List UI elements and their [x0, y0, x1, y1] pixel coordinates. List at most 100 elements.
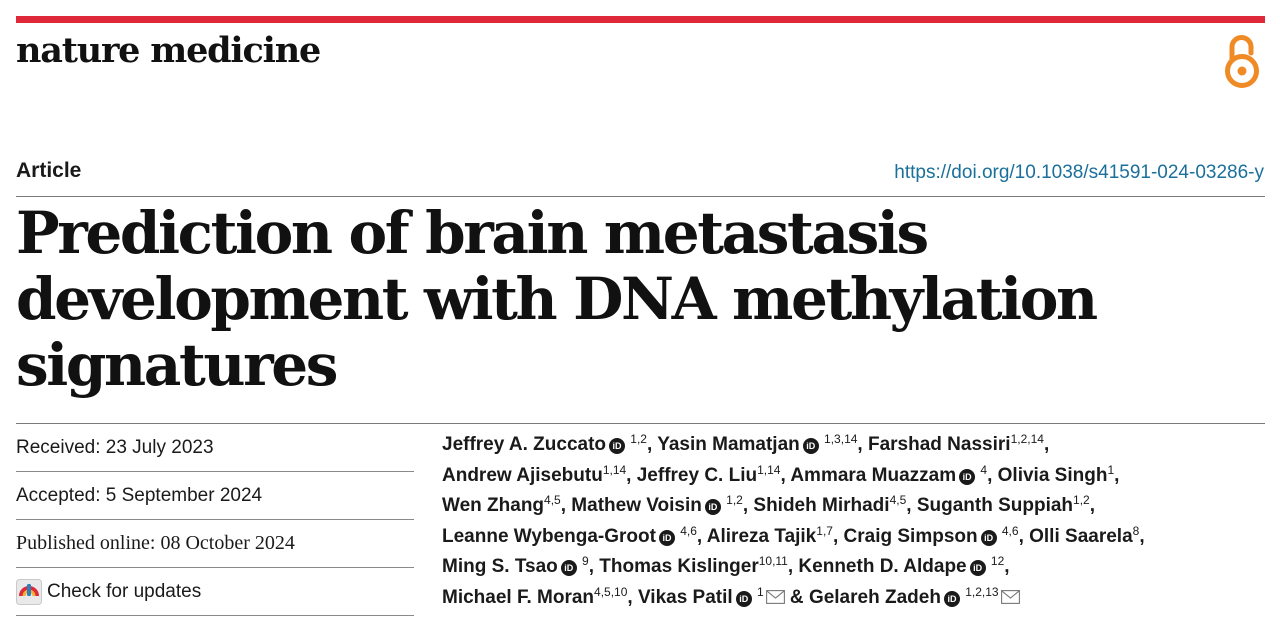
- author-name[interactable]: Jeffrey C. Liu1,14: [636, 464, 781, 486]
- author-name-text: Olivia Singh: [997, 464, 1108, 486]
- author-name[interactable]: Ammara Muazzam iD 4: [790, 462, 988, 486]
- orcid-icon[interactable]: iD: [704, 499, 721, 515]
- author-name-text: Yasin Mamatjan: [657, 434, 800, 455]
- author-name[interactable]: Kenneth D. Aldape iD 12: [798, 555, 1004, 577]
- author-affiliation: 8: [1132, 523, 1140, 538]
- author-separator: ,: [857, 434, 868, 455]
- author-name[interactable]: Andrew Ajisebutu1,14: [442, 462, 627, 486]
- author-affiliation: 1,2: [630, 432, 647, 446]
- author-line: Ming S. Tsao iD 9, Thomas Kislinger10,11,…: [442, 552, 1272, 583]
- author-name[interactable]: Suganth Suppiah1,2: [916, 494, 1090, 516]
- author-separator: ,: [906, 495, 917, 516]
- author-separator: ,: [1043, 434, 1050, 455]
- doi-link[interactable]: https://doi.org/10.1038/s41591-024-03286…: [894, 162, 1264, 183]
- author-name-text: Kenneth D. Aldape: [798, 556, 967, 577]
- journal-accent-bar: [16, 16, 1265, 23]
- author-name-text: Shideh Mirhadi: [753, 495, 890, 516]
- author-name-text: Farshad Nassiri: [867, 434, 1011, 455]
- author-separator: ,: [742, 495, 754, 516]
- author-affiliation: 4,5,10: [594, 584, 628, 599]
- author-affiliation: 1: [756, 584, 764, 599]
- orcid-icon[interactable]: iD: [658, 529, 675, 546]
- journal-name[interactable]: nature medicine: [16, 30, 321, 71]
- author-separator: ,: [787, 556, 799, 577]
- author-name-text: Craig Simpson: [843, 525, 978, 547]
- author-affiliation: 10,11: [758, 554, 788, 568]
- author-line: Michael F. Moran4,5,10, Vikas Patil iD 1 …: [442, 583, 1272, 614]
- orcid-icon[interactable]: iD: [943, 590, 960, 607]
- author-name[interactable]: Ming S. Tsao iD 9: [442, 554, 589, 577]
- author-name-text: Jeffrey C. Liu: [636, 464, 758, 486]
- author-name-text: Thomas Kislinger: [599, 556, 759, 577]
- open-access-lock-icon: [1225, 35, 1259, 88]
- title-divider: [16, 423, 1265, 424]
- author-name[interactable]: Craig Simpson iD 4,6: [843, 525, 1019, 547]
- orcid-icon[interactable]: iD: [609, 438, 626, 454]
- author-name-text: Mathew Voisin: [571, 495, 702, 516]
- author-affiliation: 9: [582, 554, 589, 568]
- author-name[interactable]: Olli Saarela8: [1029, 523, 1140, 547]
- author-affiliation: 4,5: [544, 493, 561, 507]
- article-title: Prediction of brain metastasis developme…: [16, 199, 1098, 399]
- author-separator: ,: [626, 464, 637, 486]
- orcid-icon[interactable]: iD: [560, 560, 577, 576]
- published-date: Published online: 08 October 2024: [16, 520, 414, 568]
- author-name-text: Ming S. Tsao: [442, 556, 558, 577]
- author-name[interactable]: Farshad Nassiri1,2,14: [867, 432, 1044, 455]
- author-affiliation: 4: [980, 462, 988, 477]
- author-line: Wen Zhang4,5, Mathew Voisin iD 1,2, Shide…: [442, 491, 1272, 522]
- author-name[interactable]: Jeffrey A. Zuccato iD 1,2: [442, 432, 647, 455]
- author-affiliation: 1: [1107, 462, 1115, 477]
- orcid-icon[interactable]: iD: [735, 590, 752, 607]
- author-affiliation: 1,2,14: [1010, 432, 1044, 446]
- author-name[interactable]: Mathew Voisin iD 1,2: [571, 493, 743, 516]
- author-name[interactable]: Shideh Mirhadi4,5: [753, 494, 906, 516]
- author-affiliation: 1,7: [816, 523, 833, 538]
- received-date: Received: 23 July 2023: [16, 424, 414, 472]
- author-name[interactable]: Leanne Wybenga-Groot iD 4,6: [442, 523, 697, 547]
- author-name-text: Gelareh Zadeh: [808, 586, 941, 608]
- author-separator: ,: [560, 495, 572, 516]
- author-name[interactable]: Yasin Mamatjan iD 1,3,14: [657, 432, 858, 455]
- author-name[interactable]: Michael F. Moran4,5,10: [442, 584, 628, 608]
- orcid-icon[interactable]: iD: [980, 529, 997, 546]
- author-affiliation: 1,2: [726, 493, 743, 507]
- check-for-updates-icon: [16, 578, 42, 605]
- author-separator: ,: [1004, 556, 1010, 577]
- author-separator: ,: [1114, 464, 1120, 486]
- orcid-icon[interactable]: iD: [802, 438, 819, 454]
- author-name-text: Ammara Muazzam: [790, 464, 957, 486]
- author-affiliation: 1,3,14: [824, 432, 858, 446]
- mail-envelope-icon[interactable]: [765, 584, 785, 604]
- author-separator: ,: [588, 556, 600, 577]
- author-affiliation: 4,6: [680, 523, 697, 538]
- author-separator: ,: [1089, 495, 1096, 516]
- author-name[interactable]: Alireza Tajik1,7: [707, 523, 833, 547]
- article-type-label: Article: [16, 159, 82, 182]
- check-for-updates-label: Check for updates: [47, 580, 202, 602]
- author-name[interactable]: Thomas Kislinger10,11: [599, 554, 788, 577]
- author-line: Andrew Ajisebutu1,14, Jeffrey C. Liu1,14…: [442, 461, 1272, 492]
- author-name-text: Wen Zhang: [442, 495, 545, 516]
- author-name-text: Michael F. Moran: [442, 586, 595, 608]
- author-name-text: Vikas Patil: [637, 586, 733, 608]
- author-separator: ,: [1018, 525, 1030, 547]
- author-name[interactable]: Vikas Patil iD 1: [637, 584, 785, 608]
- author-affiliation: 1,14: [602, 462, 627, 477]
- author-name[interactable]: Olivia Singh1: [997, 462, 1115, 486]
- author-name-text: Suganth Suppiah: [916, 495, 1074, 516]
- author-separator: &: [784, 586, 809, 608]
- author-separator: ,: [832, 525, 844, 547]
- author-separator: ,: [646, 434, 658, 455]
- article-dates-panel: Received: 23 July 2023 Accepted: 5 Septe…: [16, 424, 414, 616]
- mail-envelope-icon[interactable]: [1000, 584, 1020, 604]
- check-for-updates-button[interactable]: Check for updates: [16, 568, 414, 616]
- author-list: Jeffrey A. Zuccato iD 1,2, Yasin Mamatjan…: [442, 430, 1272, 613]
- orcid-icon[interactable]: iD: [959, 468, 976, 485]
- author-separator: ,: [696, 525, 707, 547]
- author-name[interactable]: Gelareh Zadeh iD 1,2,13: [808, 584, 1020, 608]
- author-separator: ,: [780, 464, 791, 486]
- author-name[interactable]: Wen Zhang4,5: [442, 493, 561, 516]
- author-name-text: Andrew Ajisebutu: [442, 464, 603, 486]
- orcid-icon[interactable]: iD: [969, 560, 986, 576]
